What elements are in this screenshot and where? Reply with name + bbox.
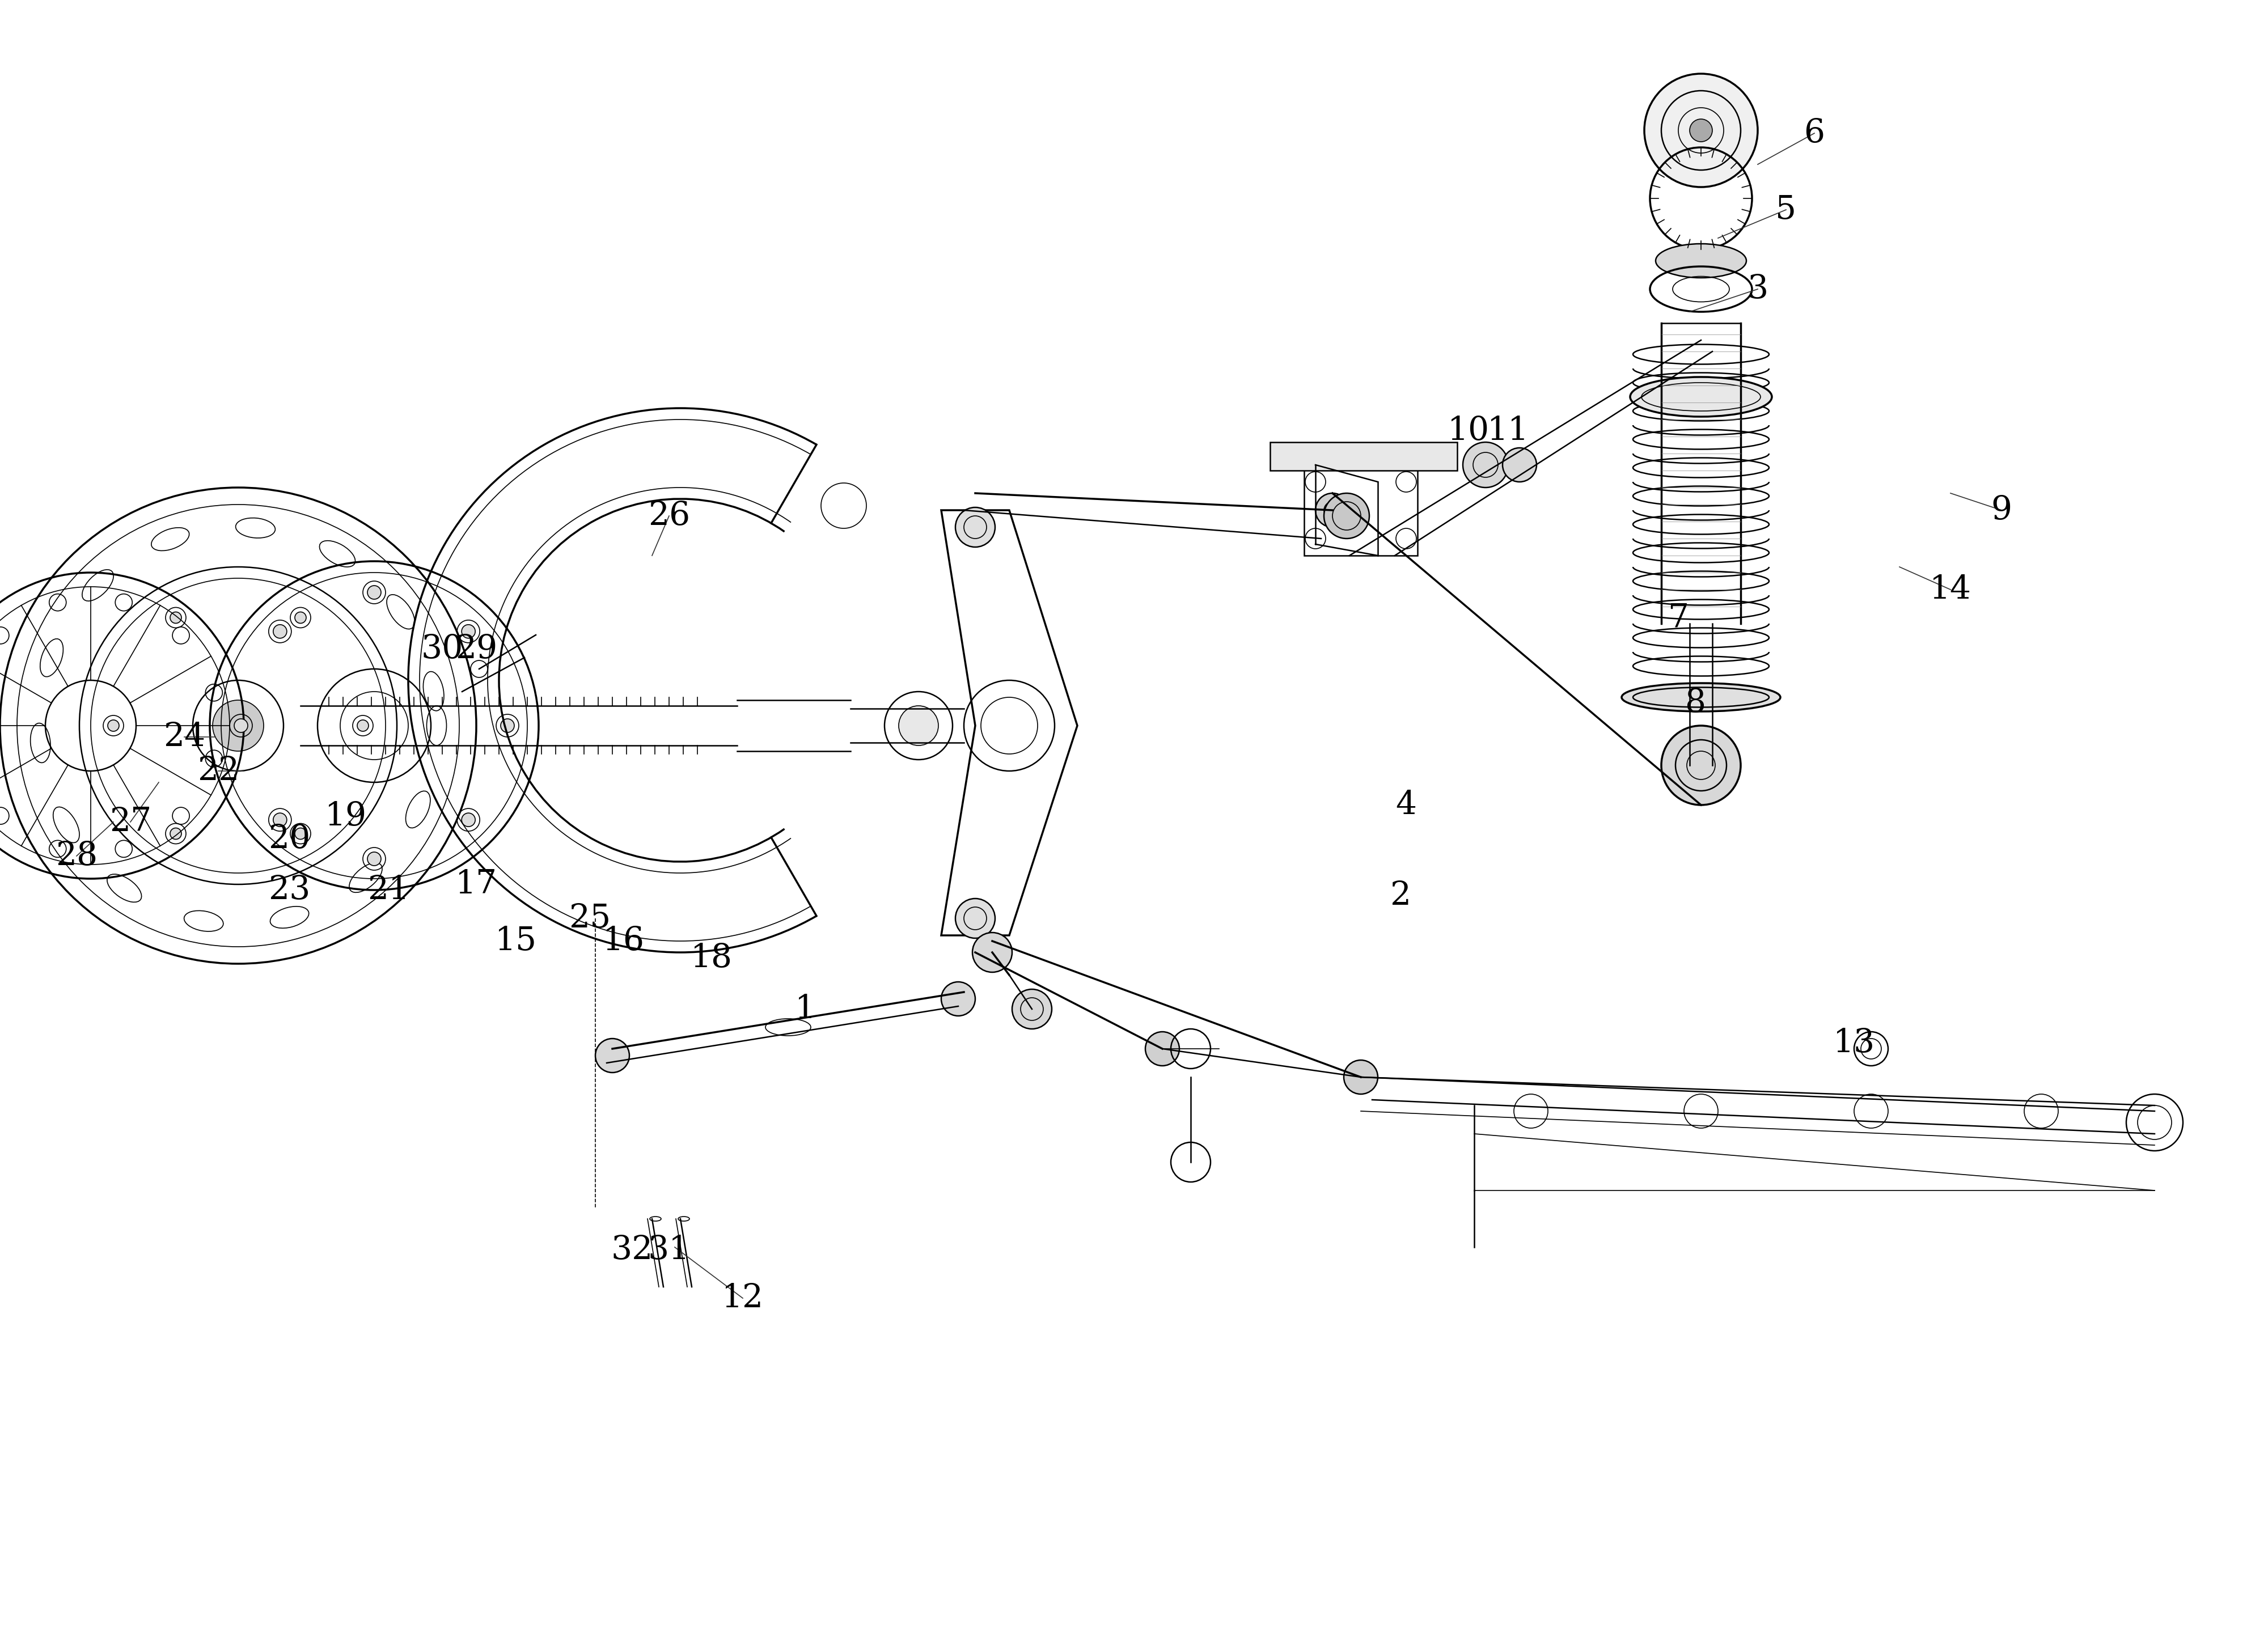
Text: 18: 18 (689, 942, 733, 973)
Circle shape (170, 829, 181, 840)
Text: 21: 21 (367, 875, 411, 906)
Circle shape (272, 625, 286, 638)
Circle shape (1501, 447, 1538, 482)
Text: 28: 28 (54, 840, 98, 871)
Ellipse shape (1631, 376, 1771, 416)
Ellipse shape (1656, 243, 1746, 278)
Text: 27: 27 (109, 806, 152, 838)
Circle shape (955, 899, 996, 939)
Text: 12: 12 (721, 1282, 764, 1314)
Text: 11: 11 (1488, 414, 1529, 447)
Text: 23: 23 (268, 875, 311, 906)
Text: 30: 30 (422, 633, 463, 664)
Circle shape (1660, 725, 1742, 806)
Ellipse shape (1622, 684, 1780, 712)
Circle shape (1315, 493, 1349, 528)
Text: 19: 19 (324, 801, 367, 832)
Circle shape (295, 612, 306, 623)
Text: 31: 31 (649, 1235, 689, 1266)
Text: 24: 24 (163, 722, 206, 753)
Text: 1: 1 (794, 993, 816, 1024)
Circle shape (898, 705, 939, 745)
Text: 17: 17 (456, 868, 497, 901)
Circle shape (358, 720, 367, 732)
Circle shape (1012, 990, 1052, 1029)
Circle shape (463, 814, 476, 827)
Text: 2: 2 (1390, 880, 1411, 911)
Circle shape (1690, 118, 1712, 141)
Text: 25: 25 (569, 903, 610, 934)
Circle shape (170, 612, 181, 623)
Circle shape (295, 829, 306, 840)
Text: 15: 15 (494, 926, 538, 957)
Circle shape (973, 932, 1012, 972)
Circle shape (1463, 442, 1508, 488)
Circle shape (367, 585, 381, 598)
Text: 5: 5 (1776, 194, 1796, 225)
Text: 3: 3 (1746, 273, 1769, 306)
Text: 26: 26 (649, 500, 689, 531)
Text: 20: 20 (268, 824, 311, 855)
Text: 8: 8 (1685, 687, 1706, 718)
Circle shape (1145, 1032, 1179, 1065)
Circle shape (1644, 74, 1758, 187)
Circle shape (109, 720, 118, 732)
Text: 14: 14 (1930, 574, 1971, 605)
Circle shape (501, 718, 515, 733)
Text: 6: 6 (1803, 117, 1826, 150)
Circle shape (213, 700, 263, 751)
Circle shape (1343, 1060, 1379, 1095)
Circle shape (272, 814, 286, 827)
Polygon shape (1270, 442, 1456, 470)
Circle shape (367, 852, 381, 866)
Circle shape (955, 508, 996, 547)
Text: 13: 13 (1833, 1028, 1876, 1059)
Circle shape (234, 718, 247, 733)
Text: 7: 7 (1667, 602, 1690, 635)
Text: 16: 16 (603, 926, 644, 957)
Text: 22: 22 (197, 755, 240, 787)
Text: 32: 32 (610, 1235, 653, 1266)
Circle shape (594, 1039, 631, 1072)
Circle shape (941, 981, 975, 1016)
Text: 29: 29 (456, 633, 497, 664)
Text: 10: 10 (1447, 414, 1490, 447)
Text: 9: 9 (1991, 495, 2012, 526)
Circle shape (1325, 493, 1370, 539)
Text: 4: 4 (1395, 789, 1417, 820)
Circle shape (463, 625, 476, 638)
